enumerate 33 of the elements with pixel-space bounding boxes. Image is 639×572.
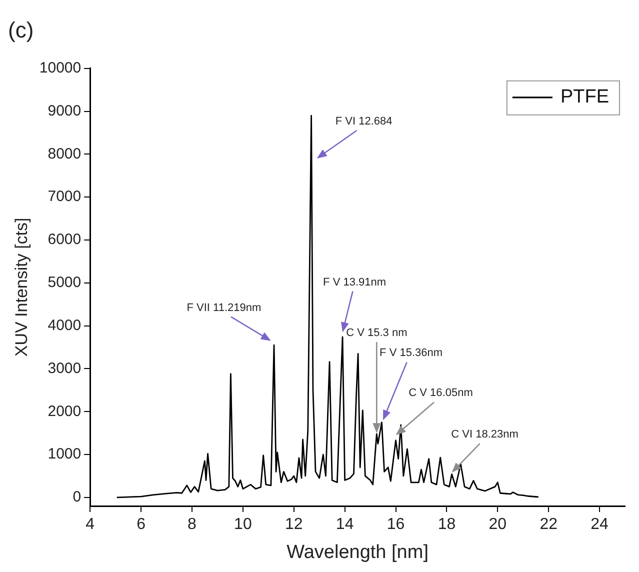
y-tick-label: 1000: [48, 446, 82, 463]
x-axis-title: Wavelength [nm]: [286, 542, 428, 563]
y-axis-title: XUV Intensity [cts]: [12, 218, 31, 357]
x-tick-label: 8: [188, 516, 197, 534]
chart-title: (c): [8, 17, 34, 42]
annotation: F V 13.91nm: [323, 276, 386, 288]
y-tick-label: 10000: [39, 60, 82, 77]
annotation: F VII 11.219nm: [186, 302, 262, 314]
y-tick-label: 5000: [48, 274, 82, 292]
y-tick-label: 2000: [48, 402, 82, 420]
annotation: C VI 18.23nm: [451, 428, 518, 441]
x-tick-label: 4: [86, 516, 95, 534]
y-tick-label: 6000: [48, 231, 82, 248]
x-tick-label: 20: [488, 516, 507, 534]
annotation: C V 16.05nm: [408, 387, 473, 400]
y-tick-label: 9000: [48, 102, 82, 120]
x-tick-label: 18: [438, 516, 456, 534]
y-tick-label: 0: [72, 488, 82, 506]
x-tick-label: 22: [540, 516, 558, 534]
annotation: F VI 12.684: [335, 116, 392, 128]
annotation: C V 15.3 nm: [346, 327, 408, 340]
x-tick-label: 12: [284, 516, 303, 534]
x-tick-label: 6: [136, 516, 146, 534]
x-tick-label: 16: [386, 516, 405, 534]
x-tick-label: 14: [336, 516, 354, 534]
y-tick-label: 3000: [48, 360, 82, 377]
y-tick-label: 8000: [48, 145, 82, 162]
x-tick-label: 10: [234, 516, 252, 534]
y-tick-label: 4000: [48, 316, 82, 334]
legend-label: PTFE: [560, 86, 610, 108]
y-tick-label: 7000: [48, 188, 82, 206]
x-tick-label: 24: [590, 516, 609, 534]
annotation: F V 15.36nm: [380, 347, 443, 360]
